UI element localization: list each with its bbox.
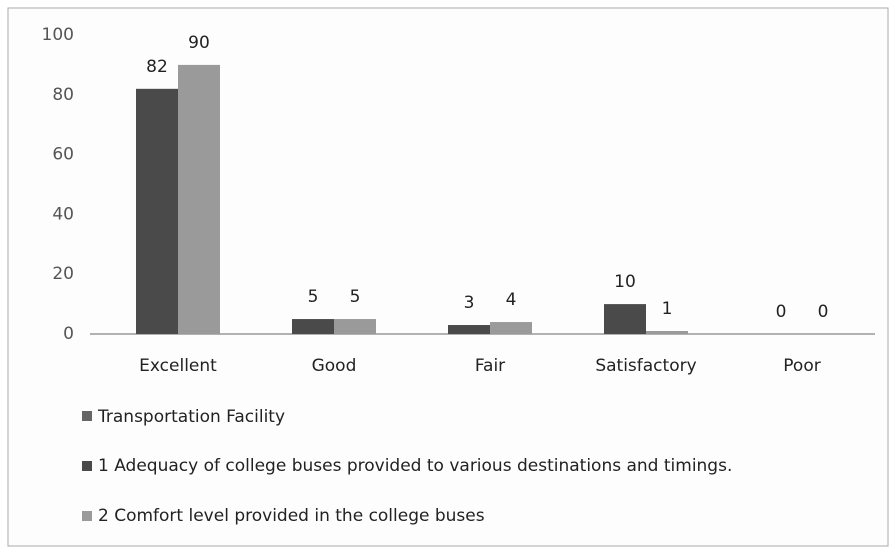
data-label: 3 xyxy=(464,293,475,313)
y-tick-label: 80 xyxy=(52,85,74,105)
legend-title: Transportation Facility xyxy=(97,407,285,427)
bar xyxy=(490,322,532,334)
bar xyxy=(334,319,376,334)
bar xyxy=(646,331,688,334)
bar xyxy=(604,304,646,334)
data-label: 90 xyxy=(188,33,210,53)
data-label: 5 xyxy=(350,287,361,307)
x-tick-label: Good xyxy=(312,356,357,376)
legend-label: 2 Comfort level provided in the college … xyxy=(98,506,485,526)
y-tick-label: 40 xyxy=(52,204,74,224)
x-tick-label: Fair xyxy=(475,356,505,376)
data-label: 1 xyxy=(662,299,673,319)
data-label: 82 xyxy=(146,57,168,77)
x-tick-label: Satisfactory xyxy=(595,356,696,376)
legend-marker xyxy=(82,511,92,521)
bar xyxy=(136,88,178,334)
y-tick-label: 100 xyxy=(42,25,74,45)
data-label: 0 xyxy=(776,302,787,322)
data-label: 5 xyxy=(308,287,319,307)
y-tick-label: 0 xyxy=(63,324,74,344)
bar xyxy=(178,64,220,335)
legend-marker xyxy=(82,411,92,421)
x-tick-label: Poor xyxy=(783,356,820,376)
x-tick-label: Excellent xyxy=(139,356,217,376)
y-tick-label: 20 xyxy=(52,264,74,284)
y-tick-label: 60 xyxy=(52,145,74,165)
legend-marker xyxy=(82,461,92,471)
bar xyxy=(292,319,334,334)
data-label: 0 xyxy=(818,302,829,322)
bar xyxy=(448,325,490,334)
legend-label: 1 Adequacy of college buses provided to … xyxy=(98,456,732,476)
data-label: 4 xyxy=(506,290,517,310)
data-label: 10 xyxy=(614,272,636,292)
